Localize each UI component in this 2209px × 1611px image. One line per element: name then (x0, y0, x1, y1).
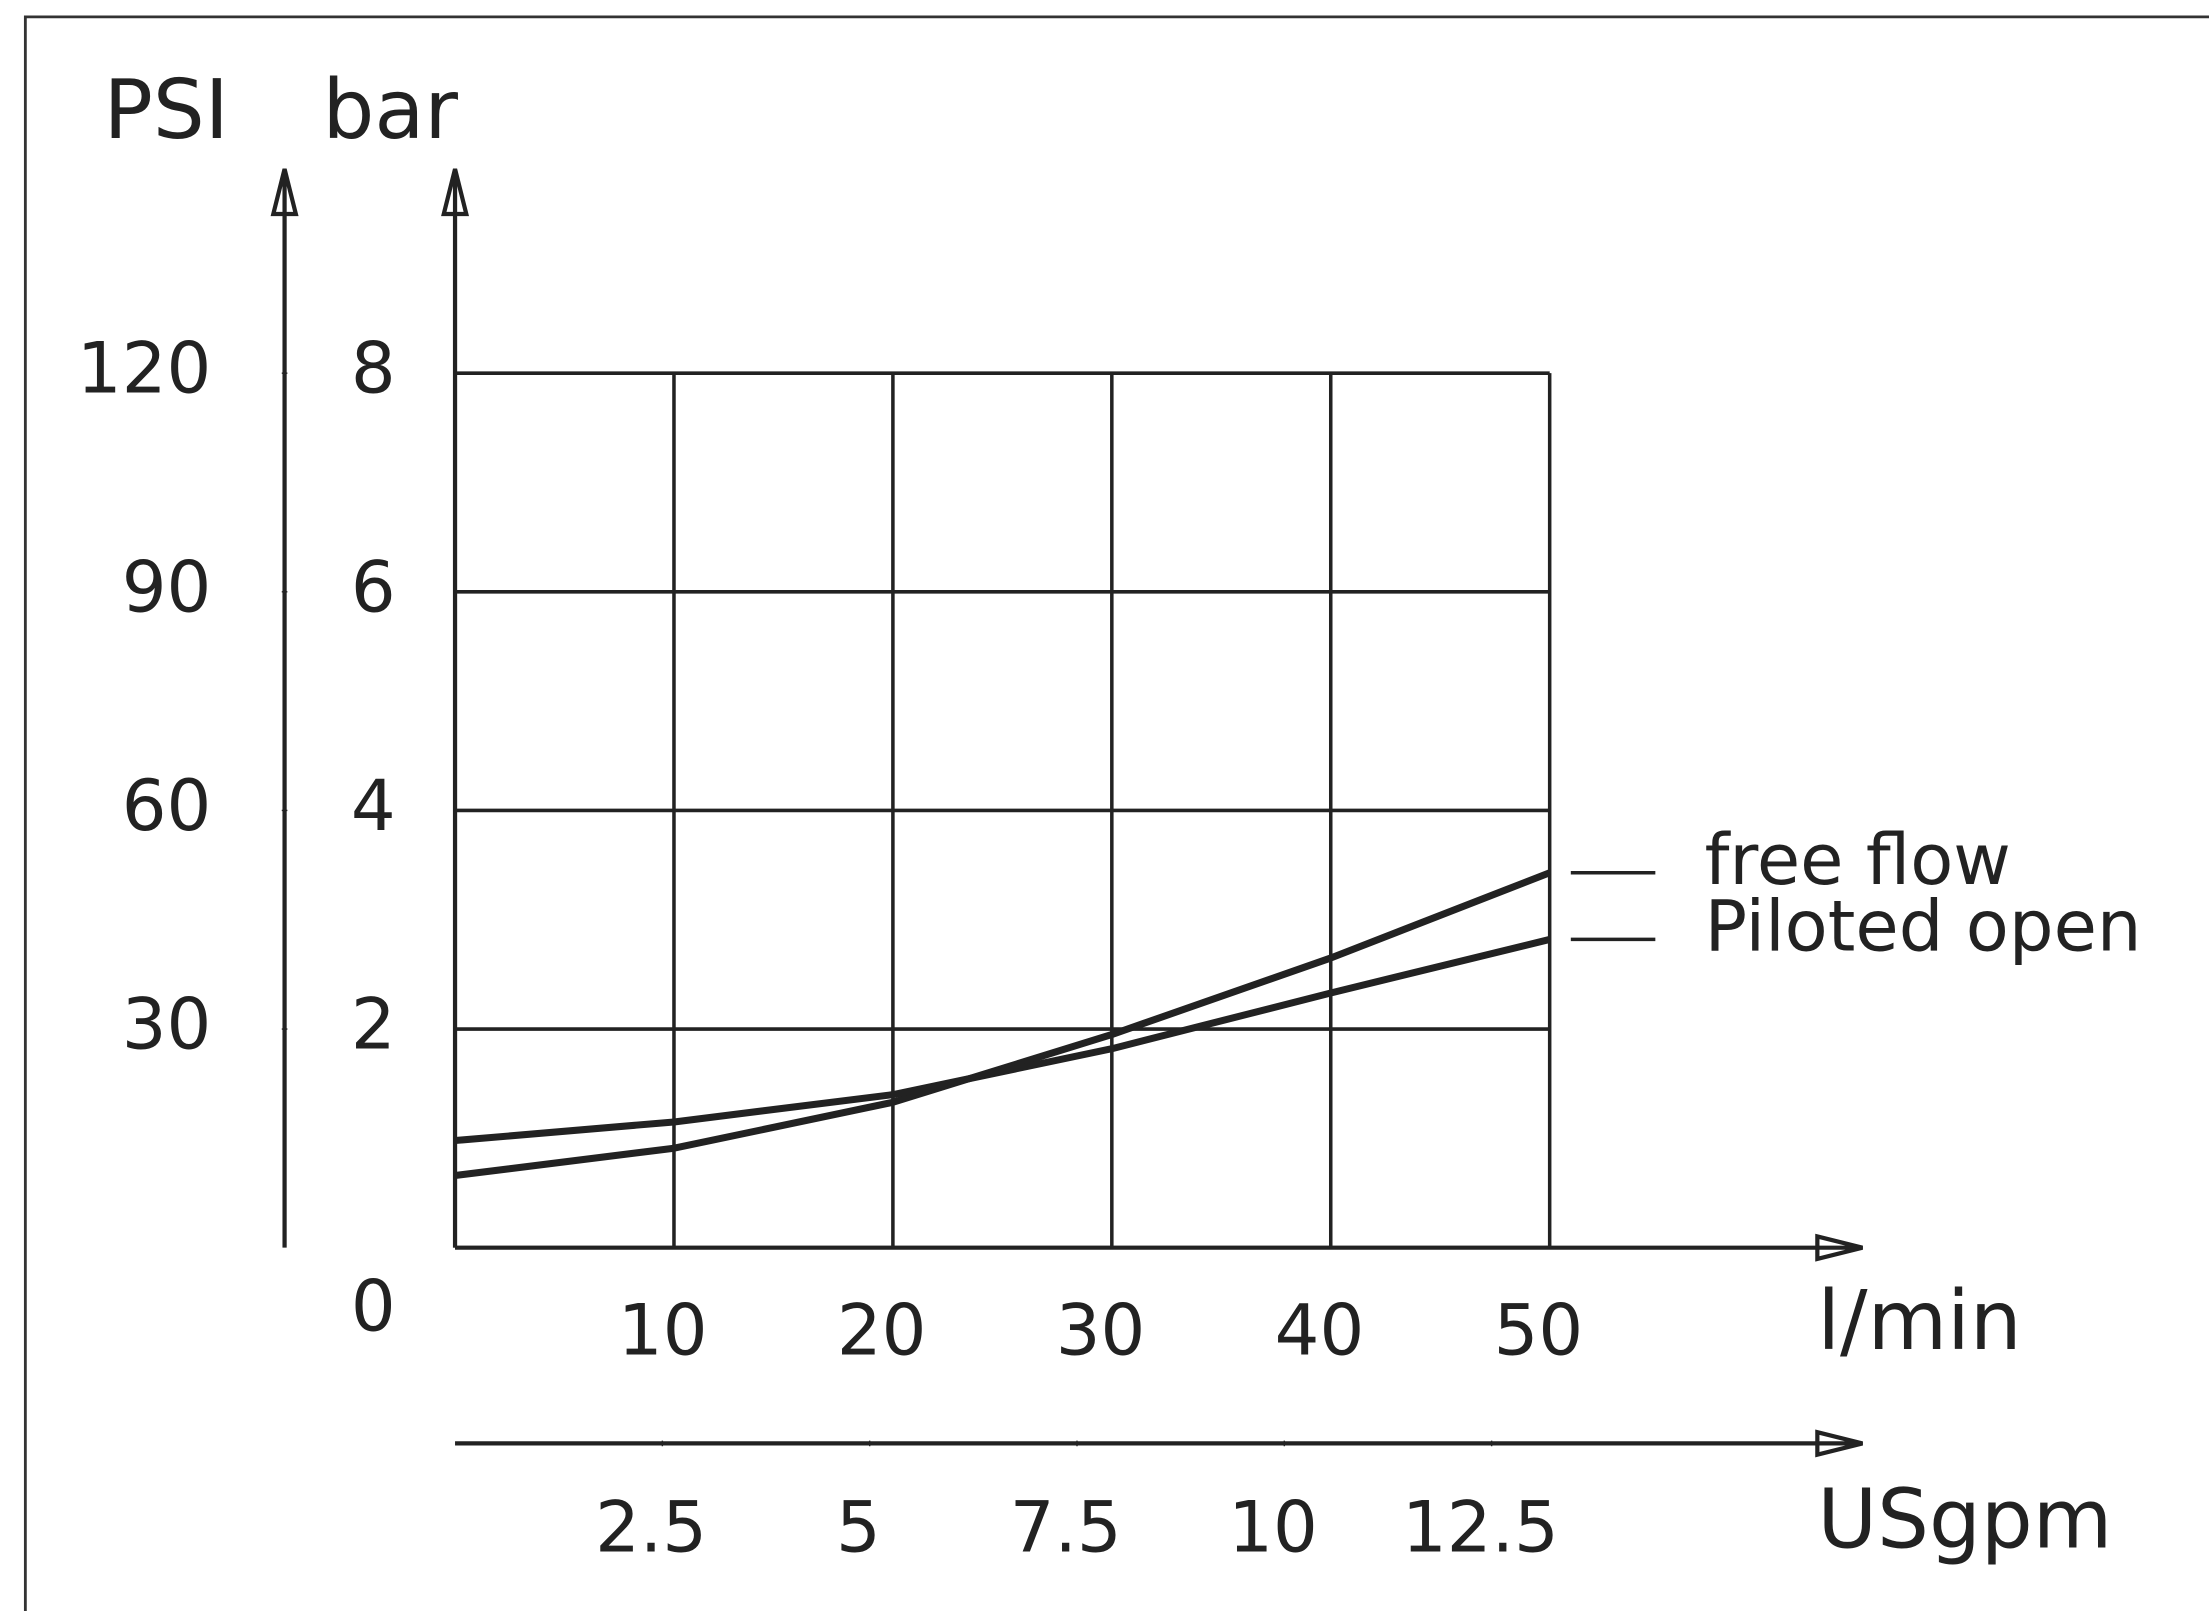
y2-tick-label: 30 (122, 984, 212, 1066)
y-axis-label: bar (322, 63, 458, 158)
x-tick-label: 30 (1056, 1290, 1146, 1372)
x2-axis (455, 1429, 1863, 1458)
y2-tick-label: 90 (122, 546, 212, 628)
y-tick-label: 4 (351, 765, 396, 847)
x-tick-label: 20 (837, 1290, 927, 1372)
x-axis-label: l/min (1817, 1274, 2021, 1369)
x2-tick-label: 7.5 (1010, 1487, 1122, 1569)
y2-tick-label: 120 (77, 328, 211, 410)
y2-tick-label: 60 (122, 765, 212, 847)
x2-tick-label: 2.5 (595, 1487, 707, 1569)
psi-axis (270, 168, 299, 1248)
y-tick-label: 8 (351, 328, 396, 410)
x2-tick-label: 12.5 (1402, 1487, 1559, 1569)
legend-label: free flow (1705, 819, 2011, 901)
x2-axis-label: USgpm (1817, 1473, 2112, 1568)
x-tick-label: 40 (1275, 1290, 1365, 1372)
line-series (454, 935, 1551, 1145)
frame (23, 15, 2209, 1611)
x-tick-label: 50 (1494, 1290, 1584, 1372)
legend-label: Piloted open (1705, 885, 2142, 967)
x-tick-label: 10 (618, 1290, 708, 1372)
x2-tick-label: 5 (836, 1487, 881, 1569)
y2-axis-label: PSI (104, 63, 229, 158)
y-tick-label: 2 (351, 984, 396, 1066)
y-tick-label: 6 (351, 546, 396, 628)
x2-tick-label: 10 (1228, 1487, 1318, 1569)
y-tick-label: 0 (351, 1266, 396, 1348)
